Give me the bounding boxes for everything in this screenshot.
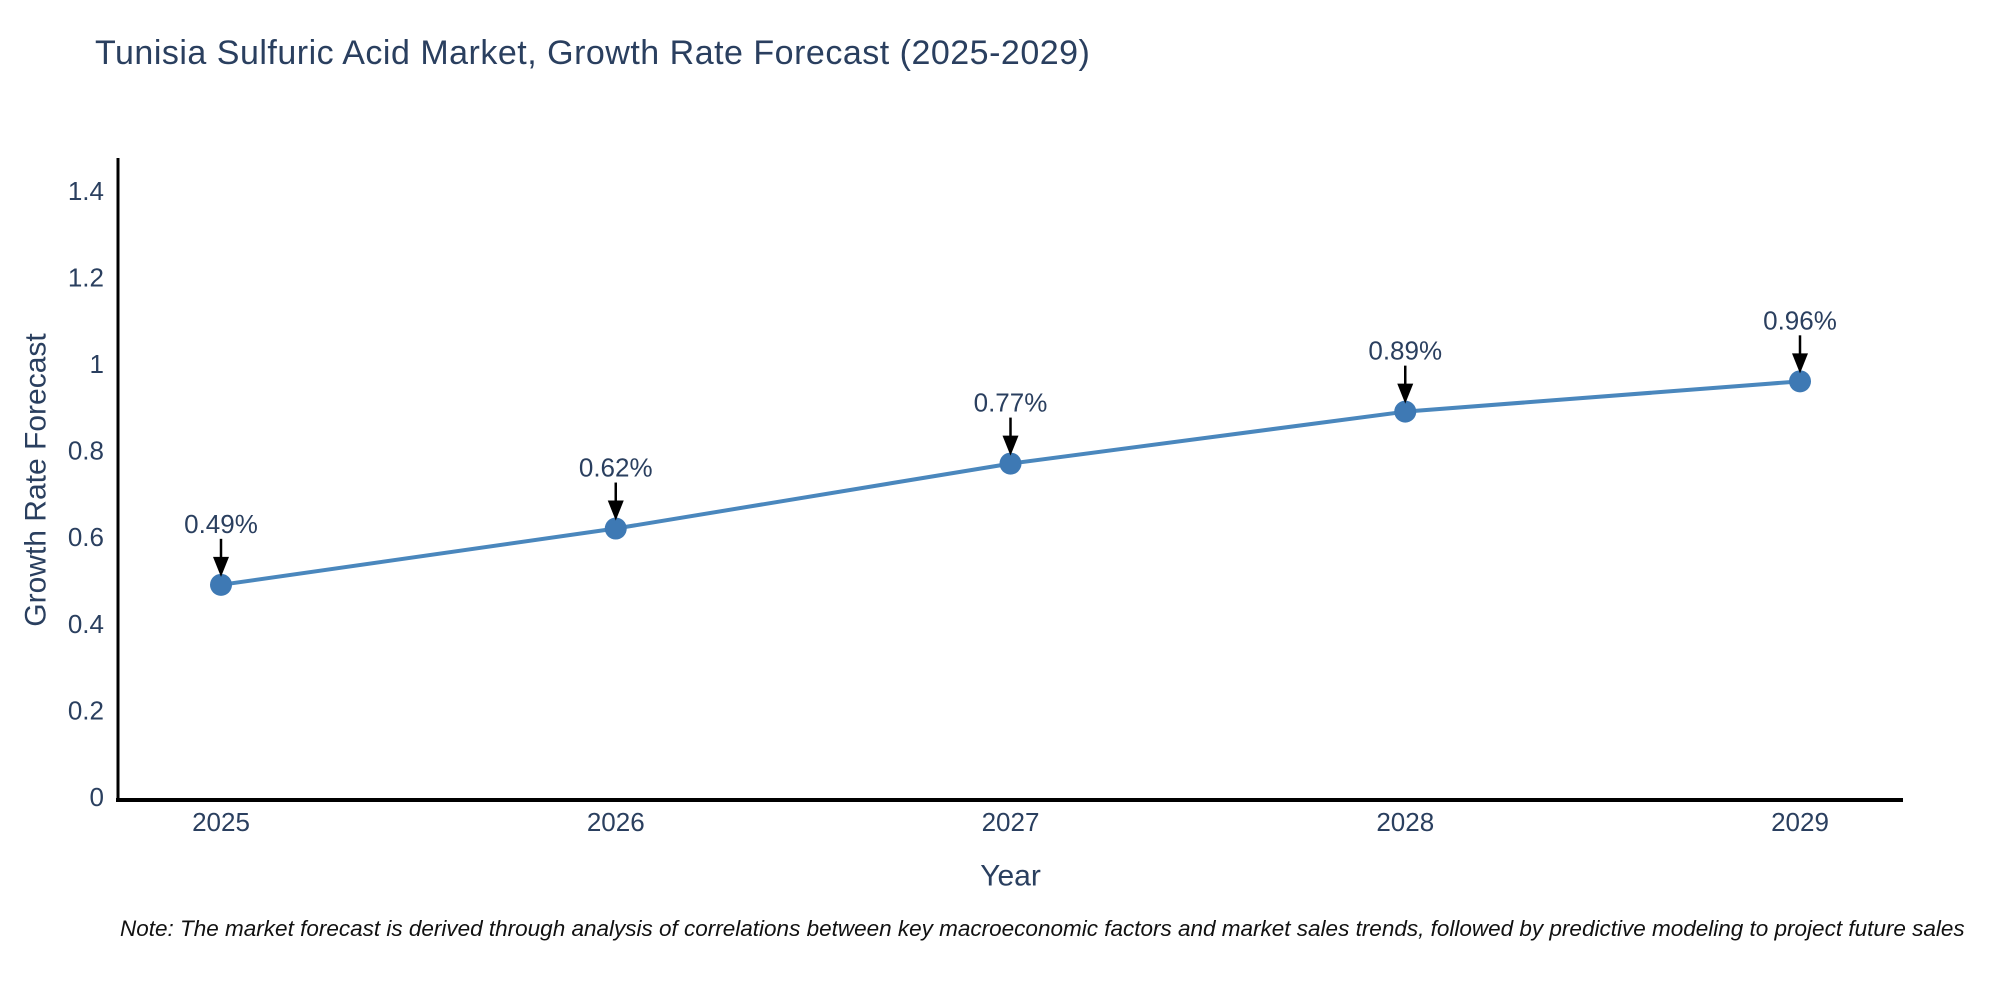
- annotation-arrowhead: [1792, 353, 1808, 374]
- point-value-label: 0.77%: [974, 388, 1048, 418]
- data-point-marker: [604, 517, 627, 540]
- y-tick-label: 0.4: [68, 609, 104, 639]
- point-value-label: 0.96%: [1763, 305, 1837, 335]
- x-tick-label: 2028: [1376, 807, 1434, 837]
- y-tick-label: 0.8: [68, 436, 104, 466]
- point-value-label: 0.49%: [184, 509, 258, 539]
- data-point-marker: [1394, 400, 1417, 423]
- data-point-marker: [210, 573, 232, 596]
- y-tick-label: 1: [90, 349, 104, 379]
- x-tick-label: 2025: [192, 807, 250, 837]
- y-tick-label: 0.2: [68, 695, 104, 725]
- y-tick-label: 0.6: [68, 522, 104, 552]
- footnote-text: Note: The market forecast is derived thr…: [120, 916, 1965, 941]
- annotation-arrowhead: [1397, 383, 1414, 404]
- point-value-label: 0.89%: [1368, 336, 1442, 366]
- x-tick-label: 2026: [587, 807, 645, 837]
- data-point-marker: [999, 452, 1022, 475]
- y-axis-title: Growth Rate Forecast: [20, 333, 53, 627]
- x-axis-title: Year: [980, 860, 1041, 893]
- annotation-arrowhead: [607, 500, 624, 521]
- annotation-arrowhead: [1002, 435, 1019, 456]
- chart-title: Tunisia Sulfuric Acid Market, Growth Rat…: [95, 34, 1091, 72]
- y-tick-label: 1.2: [68, 262, 104, 292]
- point-value-label: 0.62%: [579, 453, 653, 483]
- y-tick-label: 1.4: [68, 176, 104, 206]
- annotation-arrowhead: [213, 556, 229, 577]
- y-tick-label: 0: [90, 782, 104, 812]
- x-tick-label: 2029: [1771, 807, 1829, 837]
- x-tick-label: 2027: [982, 807, 1040, 837]
- data-point-marker: [1789, 370, 1811, 393]
